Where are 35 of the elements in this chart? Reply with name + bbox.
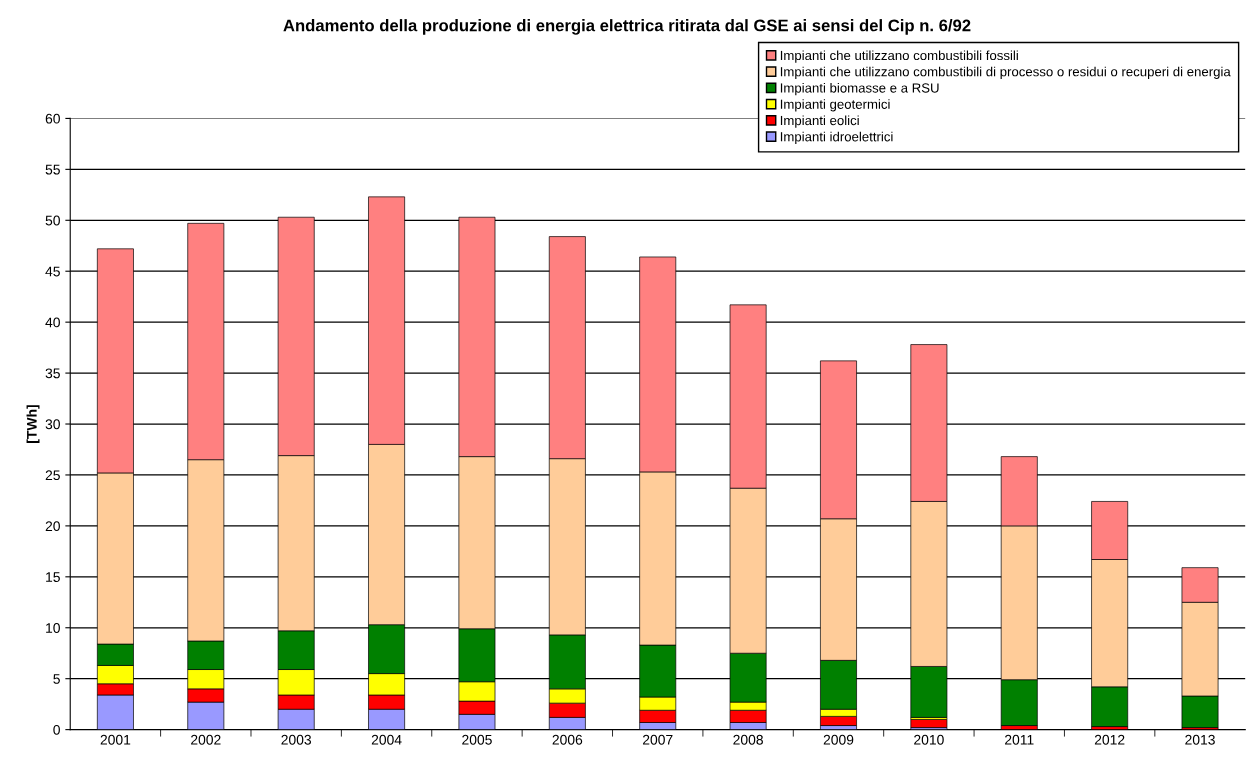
bar <box>910 719 948 728</box>
legend-label: Impianti biomasse e a RSU <box>780 82 939 96</box>
x-tick-label: 2010 <box>914 734 944 745</box>
y-tick-label: 60 <box>45 113 60 124</box>
y-tick-label: 15 <box>46 572 60 582</box>
x-tick-label: 2011 <box>1005 734 1034 745</box>
y-tick-label: 25 <box>45 470 60 481</box>
legend-label: Impianti che utilizzano combustibili di processo o residui o recuperi di energia <box>780 66 1231 79</box>
y-tick-label: 55 <box>45 164 60 175</box>
y-tick-label: 0 <box>53 724 60 735</box>
y-tick-label: 20 <box>45 521 60 532</box>
x-tick-label: 2013 <box>1185 734 1215 745</box>
y-tick-label: 45 <box>45 266 60 277</box>
x-tick-label: 2005 <box>462 734 492 745</box>
y-tick-label: 10 <box>46 623 60 633</box>
y-tick-label: 30 <box>45 419 60 430</box>
x-tick-label: 2001 <box>100 734 131 745</box>
y-tick-label: 5 <box>53 674 60 684</box>
x-tick-label: 2006 <box>552 734 583 745</box>
x-tick-label: 2002 <box>191 734 221 745</box>
chart-title: Andamento della produzione di energia elettrica ritirata dal GSE ai sensi del Cip n. 6/92 <box>283 19 971 35</box>
legend-label: Impianti geotermici <box>780 99 890 112</box>
x-tick-label: 2009 <box>823 734 854 745</box>
x-tick-label: 2007 <box>642 734 673 745</box>
x-tick-label: 2003 <box>281 734 312 745</box>
x-tick-label: 2008 <box>733 734 763 745</box>
legend-label: Impianti idroelettrici <box>780 131 893 145</box>
y-tick-label: 50 <box>45 215 60 226</box>
x-tick-label: 2004 <box>371 734 402 745</box>
y-axis-title: [TWh] <box>26 405 40 443</box>
y-tick-label: 40 <box>45 317 60 328</box>
x-tick-label: 2012 <box>1094 734 1125 745</box>
y-tick-label: 35 <box>45 368 60 379</box>
legend-label: Impianti eolici <box>780 115 859 128</box>
legend-label: Impianti che utilizzano combustibili fossili <box>780 50 1018 63</box>
